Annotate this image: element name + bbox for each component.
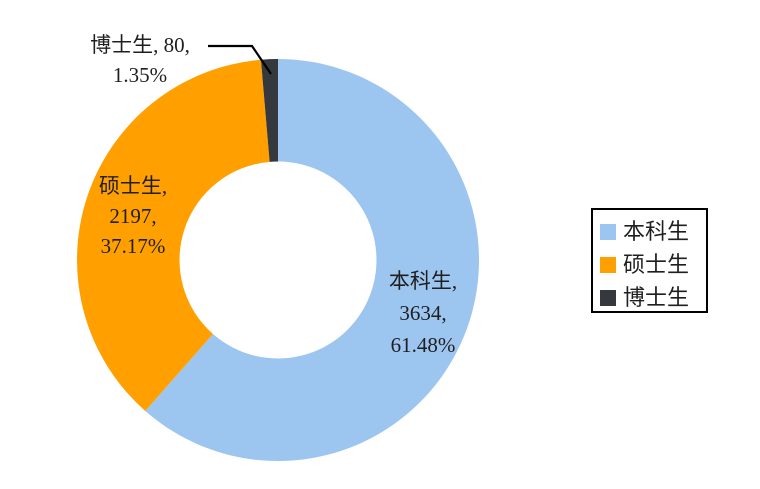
label-bachelor-line1: 本科生, xyxy=(388,269,458,293)
label-doctor-line2: 1.35% xyxy=(112,63,168,87)
slice-bachelor xyxy=(145,59,480,462)
label-bachelor-line2: 3634, xyxy=(399,301,447,325)
legend-swatch-doctor xyxy=(600,289,616,306)
legend-swatch-bachelor xyxy=(600,223,616,240)
legend-item-doctor: 博士生 xyxy=(593,281,706,314)
leader-line-doctor xyxy=(208,44,272,75)
legend-swatch-master xyxy=(600,256,616,273)
label-master: 硕士生, 2197, 37.17% xyxy=(53,171,213,261)
legend-item-master: 硕士生 xyxy=(593,248,706,281)
legend: 本科生 硕士生 博士生 xyxy=(591,208,708,313)
label-doctor-line1: 博士生, 80, xyxy=(90,33,190,57)
label-doctor: 博士生, 80, 1.35% xyxy=(60,30,220,90)
legend-label-bachelor: 本科生 xyxy=(623,218,690,244)
label-master-line3: 37.17% xyxy=(100,234,166,258)
legend-item-bachelor: 本科生 xyxy=(593,215,706,248)
slice-doctor xyxy=(260,59,278,162)
legend-label-doctor: 博士生 xyxy=(623,284,690,310)
label-master-line1: 硕士生, xyxy=(98,174,168,198)
label-bachelor-line3: 61.48% xyxy=(390,333,456,357)
slice-master xyxy=(77,59,270,411)
label-master-line2: 2197, xyxy=(109,204,157,228)
label-bachelor: 本科生, 3634, 61.48% xyxy=(343,265,503,361)
legend-label-master: 硕士生 xyxy=(623,251,690,277)
